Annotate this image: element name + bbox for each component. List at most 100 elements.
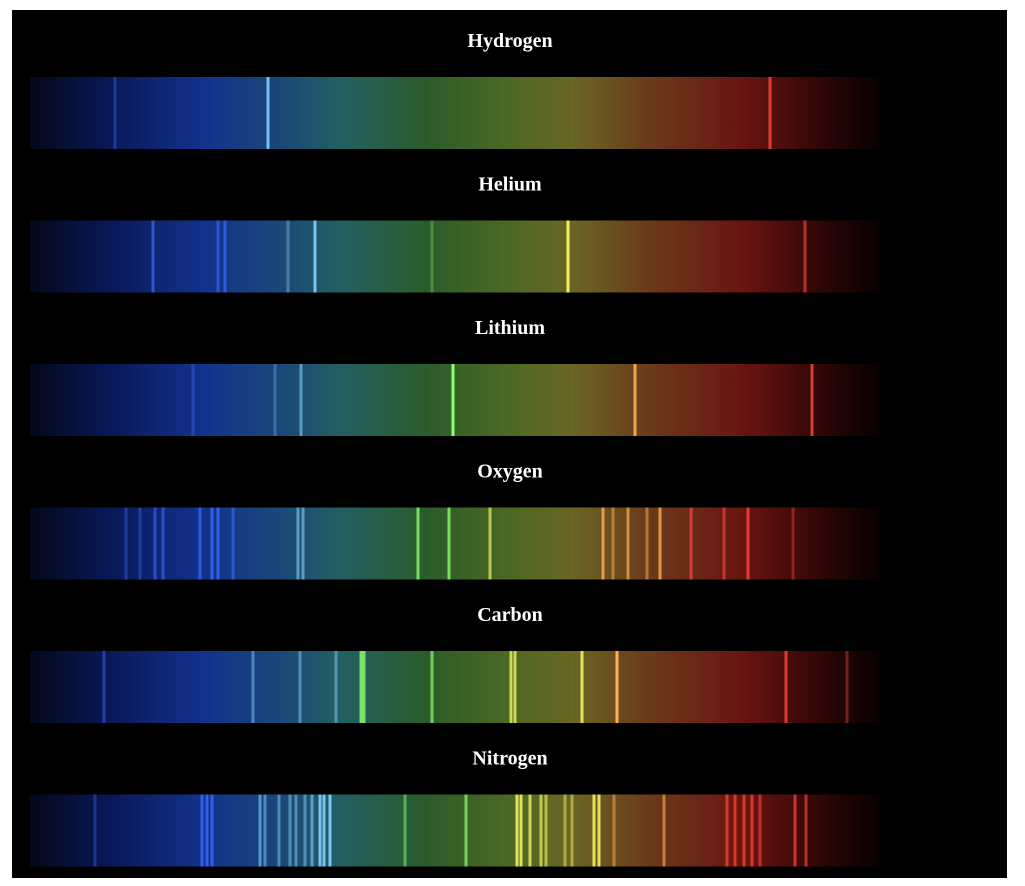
- emission-line: [633, 364, 637, 436]
- emission-line: [153, 507, 157, 580]
- emission-line: [430, 220, 434, 293]
- emission-line: [328, 794, 332, 867]
- emission-line: [223, 220, 227, 293]
- emission-line: [803, 220, 807, 293]
- spectrum-title: Hydrogen: [467, 30, 552, 52]
- emission-line: [334, 651, 338, 723]
- emission-line: [689, 507, 693, 580]
- spectrum-title: Oxygen: [477, 461, 543, 483]
- emission-line: [359, 651, 363, 723]
- emission-line: [231, 507, 235, 580]
- emission-line: [662, 794, 666, 867]
- emission-line: [725, 794, 729, 867]
- emission-line: [733, 794, 737, 867]
- emission-line: [742, 794, 746, 867]
- emission-line: [296, 507, 300, 580]
- emission-line: [784, 651, 788, 723]
- emission-line: [294, 794, 298, 867]
- emission-line: [746, 507, 750, 580]
- emission-line: [750, 794, 754, 867]
- emission-line: [313, 220, 317, 293]
- emission-line: [151, 220, 155, 293]
- emission-line: [563, 794, 567, 867]
- spectrum-band: [30, 507, 890, 580]
- emission-line: [266, 77, 270, 149]
- emission-line: [210, 507, 214, 580]
- emission-line: [430, 651, 434, 723]
- spectrum-band: [30, 794, 890, 867]
- emission-line: [810, 364, 814, 436]
- spectrum-title: Nitrogen: [472, 748, 547, 770]
- emission-line: [299, 364, 303, 436]
- spectrum-title: Carbon: [477, 604, 543, 626]
- emission-line: [791, 507, 795, 580]
- emission-line: [645, 507, 649, 580]
- emission-line: [580, 651, 584, 723]
- emission-line: [416, 507, 420, 580]
- panel: [12, 10, 1007, 878]
- emission-line: [303, 794, 307, 867]
- emission-line: [403, 794, 407, 867]
- emission-line: [519, 794, 523, 867]
- emission-line: [447, 507, 451, 580]
- emission-line: [288, 794, 292, 867]
- emission-line: [845, 651, 849, 723]
- emission-line: [362, 651, 366, 723]
- emission-line: [310, 794, 314, 867]
- emission-line: [191, 364, 195, 436]
- emission-line: [451, 364, 455, 436]
- emission-line: [515, 794, 519, 867]
- emission-line: [464, 794, 468, 867]
- emission-line: [318, 794, 322, 867]
- spectra-group: Hydrogen Helium Lithium Oxygen Carbon Nitroge…: [30, 30, 890, 867]
- spectrum-title: Lithium: [475, 317, 545, 339]
- emission-line: [124, 507, 128, 580]
- emission-line: [322, 794, 326, 867]
- emission-line: [263, 794, 267, 867]
- emission-line: [273, 364, 277, 436]
- emission-line: [301, 507, 305, 580]
- spectrum-title: Helium: [478, 174, 542, 196]
- emission-line: [626, 507, 630, 580]
- emission-line: [298, 651, 302, 723]
- emission-line: [615, 651, 619, 723]
- emission-line: [566, 220, 570, 293]
- emission-line: [658, 507, 662, 580]
- spectrum-band: [30, 220, 890, 293]
- emission-line: [611, 507, 615, 580]
- emission-line: [216, 507, 220, 580]
- spectrum-band: [30, 77, 890, 149]
- emission-line: [161, 507, 165, 580]
- emission-line: [113, 77, 117, 149]
- emission-line: [210, 794, 214, 867]
- emission-line: [804, 794, 808, 867]
- emission-line: [528, 794, 532, 867]
- emission-line: [768, 77, 772, 149]
- emission-line: [509, 651, 513, 723]
- emission-line: [592, 794, 596, 867]
- emission-line: [570, 794, 574, 867]
- emission-line: [793, 794, 797, 867]
- emission-line: [258, 794, 262, 867]
- emission-line: [216, 220, 220, 293]
- emission-line: [251, 651, 255, 723]
- emission-line: [138, 507, 142, 580]
- emission-line: [544, 794, 548, 867]
- emission-line: [93, 794, 97, 867]
- emission-line: [277, 794, 281, 867]
- emission-line: [758, 794, 762, 867]
- emission-line: [597, 794, 601, 867]
- emission-line: [286, 220, 290, 293]
- emission-line: [601, 507, 605, 580]
- emission-line: [488, 507, 492, 580]
- emission-line: [539, 794, 543, 867]
- emission-line: [205, 794, 209, 867]
- spectrum-band: [30, 651, 890, 723]
- emission-line: [513, 651, 517, 723]
- emission-line: [612, 794, 616, 867]
- emission-line: [198, 507, 202, 580]
- emission-line: [722, 507, 726, 580]
- spectrum-band: [30, 364, 890, 436]
- emission-line: [102, 651, 106, 723]
